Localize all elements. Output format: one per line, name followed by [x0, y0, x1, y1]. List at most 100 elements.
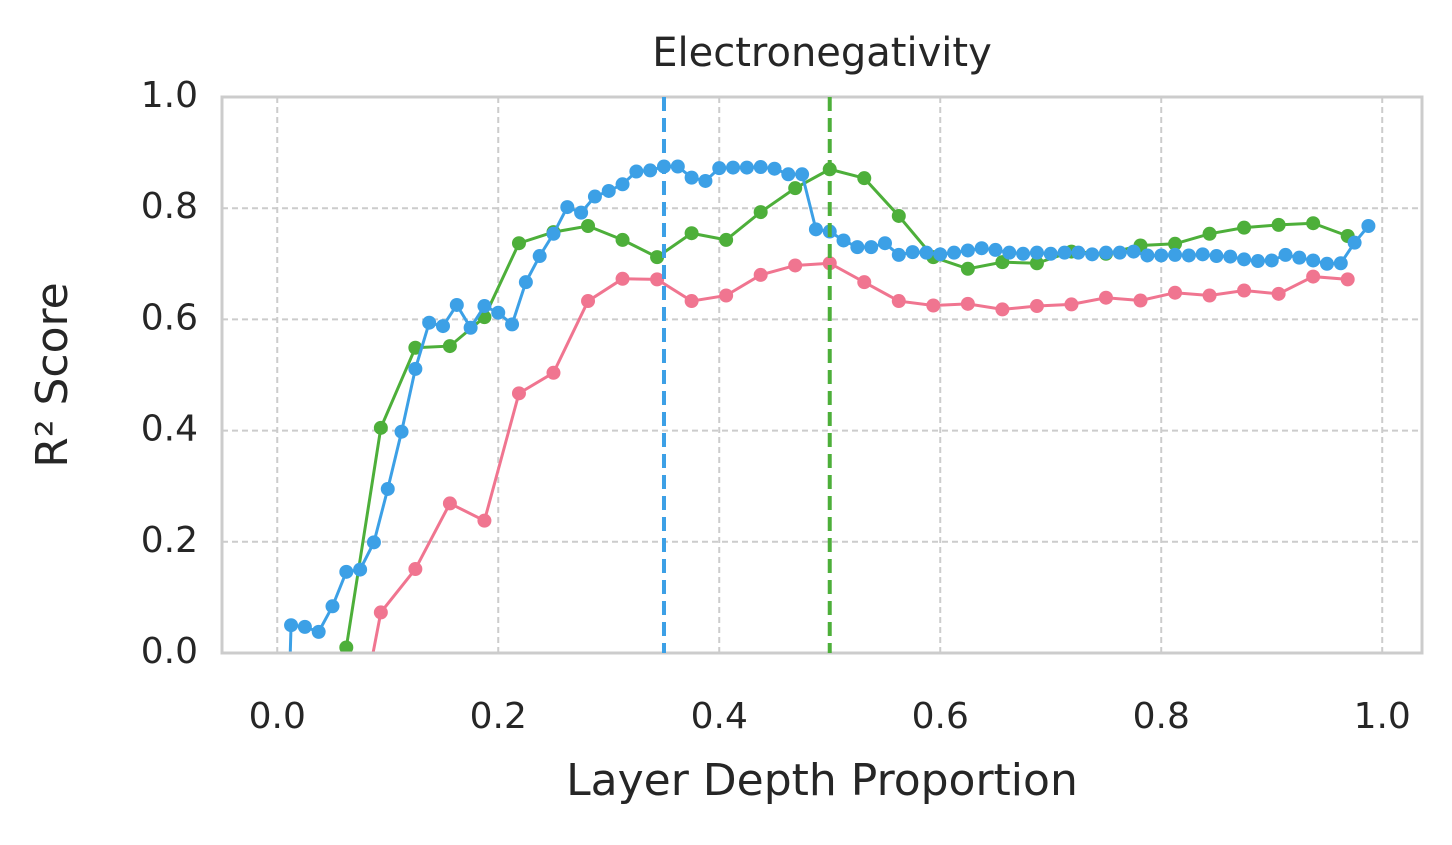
data-point	[1168, 236, 1183, 251]
data-point	[442, 496, 457, 511]
data-point	[877, 236, 892, 251]
data-point	[339, 564, 354, 579]
y-tick-label: 0.8	[141, 186, 198, 227]
data-point	[366, 535, 381, 550]
data-point	[1340, 272, 1355, 287]
data-point	[463, 320, 478, 335]
data-point	[1237, 220, 1252, 235]
y-tick-label: 0.2	[141, 520, 198, 561]
data-point	[1202, 288, 1217, 303]
data-point	[1278, 247, 1293, 262]
y-tick-label: 0.0	[141, 631, 198, 672]
data-point	[1271, 217, 1286, 232]
data-point	[974, 241, 989, 256]
data-point	[491, 305, 506, 320]
data-point	[684, 226, 699, 241]
data-point	[1223, 249, 1238, 264]
data-point	[1140, 248, 1155, 263]
data-point	[560, 200, 575, 215]
data-point	[926, 298, 941, 313]
series-line	[343, 167, 1349, 653]
data-point	[284, 618, 299, 633]
y-tick-label: 0.6	[141, 297, 198, 338]
data-point	[373, 420, 388, 435]
data-point	[511, 236, 526, 251]
data-point	[1098, 290, 1113, 305]
data-point	[1043, 246, 1058, 261]
data-point	[1016, 246, 1031, 261]
data-point	[719, 232, 734, 247]
data-point	[698, 173, 713, 188]
y-tick-label: 0.4	[141, 409, 198, 450]
data-point	[1237, 283, 1252, 298]
data-point	[753, 160, 768, 175]
data-point	[857, 171, 872, 186]
x-axis-label: Layer Depth Proportion	[566, 755, 1078, 806]
data-point	[1250, 254, 1265, 269]
data-point	[408, 361, 423, 376]
chart-title: Electronegativity	[652, 30, 992, 76]
x-tick-label: 0.6	[912, 696, 969, 737]
plot-frame	[220, 95, 1424, 655]
data-point	[1271, 286, 1286, 301]
data-point	[1306, 253, 1321, 268]
data-point	[684, 170, 699, 185]
data-point	[615, 177, 630, 192]
data-point	[719, 288, 734, 303]
data-point	[574, 205, 589, 220]
data-point	[546, 365, 561, 380]
data-point	[1209, 249, 1224, 264]
data-point	[422, 315, 437, 330]
data-point	[1085, 247, 1100, 262]
data-point	[325, 599, 340, 614]
data-point	[960, 243, 975, 258]
data-point	[891, 247, 906, 262]
data-point	[726, 160, 741, 175]
data-point	[1264, 253, 1279, 268]
data-point	[670, 159, 685, 174]
x-tick-label: 0.4	[691, 696, 748, 737]
data-point	[739, 160, 754, 175]
x-tick-label: 0.2	[470, 696, 527, 737]
data-point	[788, 181, 803, 196]
data-point	[581, 294, 596, 309]
data-point	[947, 245, 962, 260]
data-point	[442, 339, 457, 354]
data-point	[615, 232, 630, 247]
data-point	[311, 624, 326, 639]
data-point	[933, 247, 948, 262]
data-point	[1133, 293, 1148, 308]
data-point	[339, 785, 353, 799]
data-point	[435, 319, 450, 334]
data-point	[1319, 256, 1334, 271]
data-point	[836, 233, 851, 248]
data-point	[581, 218, 596, 233]
data-point	[808, 222, 823, 237]
data-point	[1202, 226, 1217, 241]
data-point	[1181, 248, 1196, 263]
x-tick-label: 0.0	[249, 696, 306, 737]
data-point	[477, 299, 492, 314]
data-point	[518, 275, 533, 290]
data-point	[995, 302, 1010, 317]
data-point	[960, 261, 975, 276]
y-tick-label: 1.0	[141, 75, 198, 116]
data-point	[353, 562, 368, 577]
data-point	[891, 208, 906, 223]
data-point	[919, 245, 934, 260]
data-point	[905, 245, 920, 260]
data-point	[408, 340, 423, 355]
data-point	[408, 562, 423, 577]
data-point	[1029, 245, 1044, 260]
data-point	[753, 267, 768, 282]
data-point	[373, 605, 388, 620]
data-point	[1112, 245, 1127, 260]
data-point	[1347, 235, 1362, 250]
data-point	[822, 256, 837, 271]
data-point	[449, 297, 464, 312]
data-point	[650, 250, 665, 265]
plot-area	[284, 159, 1376, 799]
data-point	[988, 242, 1003, 257]
data-point	[1098, 245, 1113, 260]
